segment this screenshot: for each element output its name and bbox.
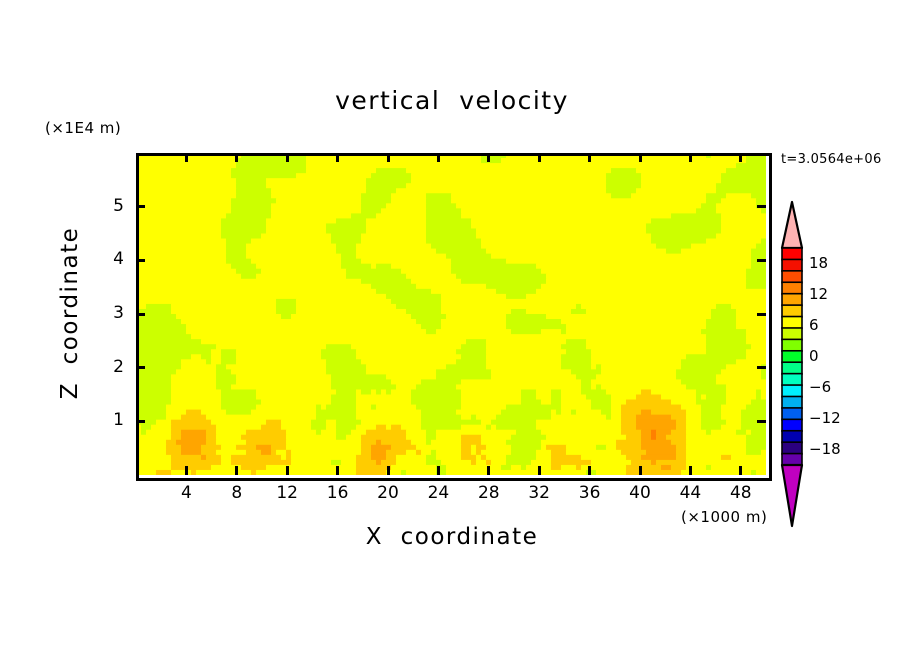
x-tick (588, 466, 592, 475)
x-tick-top (285, 153, 289, 162)
y-tick (136, 258, 145, 262)
x-tick-top (336, 153, 340, 162)
x-tick-label: 16 (326, 483, 349, 503)
x-tick (638, 466, 642, 475)
colorbar-tick-label: −18 (809, 439, 841, 458)
x-tick-top (487, 153, 491, 162)
x-tick-top (588, 153, 592, 162)
y-tick-right (757, 419, 766, 423)
time-annotation: t=3.0564e+06 (781, 152, 882, 167)
x-tick (235, 466, 239, 475)
colorbar-swatches (780, 200, 804, 528)
x-tick (739, 466, 743, 475)
x-tick-label: 24 (427, 483, 450, 503)
x-tick-top (235, 153, 239, 162)
x-tick-label: 32 (528, 483, 550, 503)
x-tick-top (386, 153, 390, 162)
x-tick-label: 40 (629, 483, 651, 503)
x-tick (184, 466, 188, 475)
x-tick-top (184, 153, 188, 162)
x-tick-top (537, 153, 541, 162)
y-tick (136, 419, 145, 423)
x-axis-unit-label: (×1000 m) (681, 508, 768, 526)
x-tick-label: 12 (276, 483, 298, 503)
x-tick (336, 466, 340, 475)
y-tick-label: 4 (113, 249, 124, 270)
y-tick-label: 5 (113, 195, 124, 216)
y-tick-label: 2 (113, 356, 124, 377)
colorbar-tick-label: 12 (809, 284, 829, 303)
y-tick-right (757, 366, 766, 370)
y-tick-right (757, 312, 766, 316)
x-axis-title: X coordinate (365, 524, 539, 550)
x-tick (436, 466, 440, 475)
chart-title: vertical velocity (335, 86, 569, 115)
x-tick-top (688, 153, 692, 162)
colorbar-tick-label: −6 (809, 377, 832, 396)
colorbar-tick-label: 18 (809, 253, 829, 272)
y-tick-right (757, 205, 766, 209)
x-tick (537, 466, 541, 475)
y-tick-label: 3 (113, 303, 124, 323)
x-tick (487, 466, 491, 475)
colorbar-tick-label: 6 (809, 315, 819, 334)
x-tick-label: 36 (578, 483, 601, 503)
x-tick (386, 466, 390, 475)
contour-field (136, 153, 766, 475)
colorbar: 18 12 6 0 −6 −12 −18 (775, 198, 841, 530)
x-tick (285, 466, 289, 475)
x-tick-label: 44 (679, 483, 702, 503)
y-tick-right (757, 258, 766, 262)
x-tick (688, 466, 692, 475)
y-tick-label: 1 (113, 410, 124, 431)
x-tick-label: 48 (729, 483, 752, 503)
contour-plot-area (136, 153, 766, 475)
y-axis-title: Z coordinate (57, 226, 83, 400)
x-tick-label: 4 (180, 483, 192, 503)
x-tick-top (638, 153, 642, 162)
x-tick-label: 28 (477, 483, 500, 503)
y-axis-unit-label: (×1E4 m) (45, 119, 122, 137)
x-tick-label: 20 (377, 483, 399, 503)
x-tick-top (436, 153, 440, 162)
y-tick (136, 312, 145, 316)
colorbar-tick-label: 0 (809, 346, 819, 365)
colorbar-tick-label: −12 (809, 408, 841, 427)
x-tick-label: 8 (231, 483, 243, 503)
y-tick (136, 366, 145, 370)
x-tick-top (739, 153, 743, 162)
y-tick (136, 205, 145, 209)
